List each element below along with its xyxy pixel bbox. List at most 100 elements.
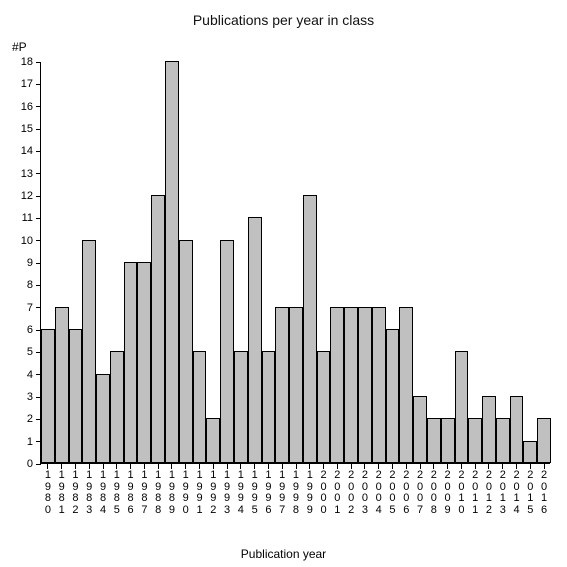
x-tick-label: 1993 xyxy=(220,470,234,516)
x-tick-label: 2015 xyxy=(523,470,537,516)
x-tick-label: 1991 xyxy=(193,470,207,516)
bar xyxy=(262,351,276,463)
x-tick-label: 2005 xyxy=(386,470,400,516)
x-tick-label: 2000 xyxy=(317,470,331,516)
x-tick-label: 2013 xyxy=(496,470,510,516)
x-tick-label: 2008 xyxy=(427,470,441,516)
bar xyxy=(220,240,234,463)
y-tick-label: 15 xyxy=(11,123,33,135)
x-tick-label: 1995 xyxy=(248,470,262,516)
y-tick xyxy=(36,129,41,130)
y-tick-label: 13 xyxy=(11,168,33,180)
bar xyxy=(289,307,303,463)
x-tick-label: 1982 xyxy=(69,470,83,516)
bar xyxy=(455,351,469,463)
x-tick-label: 2010 xyxy=(455,470,469,516)
x-tick-label: 2009 xyxy=(441,470,455,516)
x-axis-label: Publication year xyxy=(0,547,567,561)
bar xyxy=(523,441,537,463)
y-tick xyxy=(36,464,41,465)
y-tick-label: 16 xyxy=(11,101,33,113)
bar xyxy=(496,418,510,463)
bar xyxy=(165,61,179,463)
x-tick-label: 2006 xyxy=(399,470,413,516)
publications-chart: Publications per year in class #P 012345… xyxy=(0,0,567,567)
y-tick-label: 9 xyxy=(11,257,33,269)
x-tick-label: 1990 xyxy=(179,470,193,516)
bar xyxy=(248,217,262,463)
bar xyxy=(427,418,441,463)
y-axis-label: #P xyxy=(12,40,27,54)
y-tick-label: 0 xyxy=(11,458,33,470)
chart-title: Publications per year in class xyxy=(0,12,567,28)
x-tick-label: 1981 xyxy=(55,470,69,516)
bar xyxy=(275,307,289,463)
bar xyxy=(234,351,248,463)
y-tick xyxy=(36,285,41,286)
bar xyxy=(386,329,400,463)
y-tick-label: 8 xyxy=(11,279,33,291)
bar xyxy=(41,329,55,463)
bar xyxy=(82,240,96,463)
x-tick-label: 1988 xyxy=(151,470,165,516)
x-tick-label: 2014 xyxy=(510,470,524,516)
y-tick-label: 2 xyxy=(11,413,33,425)
bar xyxy=(441,418,455,463)
bars-container xyxy=(41,62,550,463)
y-tick-label: 18 xyxy=(11,56,33,68)
x-tick-label: 1999 xyxy=(303,470,317,516)
y-tick xyxy=(36,330,41,331)
y-tick xyxy=(36,240,41,241)
y-tick xyxy=(36,419,41,420)
plot-area: 0123456789101112131415161718198019811982… xyxy=(40,62,550,464)
x-tick-label: 1996 xyxy=(262,470,276,516)
y-tick-label: 4 xyxy=(11,369,33,381)
y-tick xyxy=(36,374,41,375)
x-tick-label: 2001 xyxy=(330,470,344,516)
y-tick-label: 10 xyxy=(11,235,33,247)
x-tick-label: 2002 xyxy=(344,470,358,516)
bar xyxy=(55,307,69,463)
bar xyxy=(482,396,496,463)
x-tick-label: 1980 xyxy=(41,470,55,516)
x-tick-label: 2011 xyxy=(468,470,482,516)
bar xyxy=(137,262,151,463)
x-tick-label: 1987 xyxy=(137,470,151,516)
x-tick-label: 1997 xyxy=(275,470,289,516)
y-tick xyxy=(36,441,41,442)
x-tick-label: 2012 xyxy=(482,470,496,516)
y-tick xyxy=(36,151,41,152)
y-tick-label: 7 xyxy=(11,302,33,314)
y-tick xyxy=(36,106,41,107)
y-tick xyxy=(36,218,41,219)
bar xyxy=(110,351,124,463)
x-tick-label: 2004 xyxy=(372,470,386,516)
bar xyxy=(151,195,165,463)
bar xyxy=(510,396,524,463)
y-tick-label: 6 xyxy=(11,324,33,336)
bar xyxy=(206,418,220,463)
y-tick-label: 17 xyxy=(11,78,33,90)
y-tick-label: 11 xyxy=(11,212,33,224)
y-tick xyxy=(36,84,41,85)
y-tick-label: 14 xyxy=(11,145,33,157)
x-tick-label: 2007 xyxy=(413,470,427,516)
y-tick-label: 1 xyxy=(11,436,33,448)
bar xyxy=(399,307,413,463)
bar xyxy=(413,396,427,463)
x-tick-label: 1992 xyxy=(206,470,220,516)
x-tick-label: 1984 xyxy=(96,470,110,516)
bar xyxy=(358,307,372,463)
y-tick xyxy=(36,352,41,353)
bar xyxy=(537,418,551,463)
x-tick-label: 1989 xyxy=(165,470,179,516)
bar xyxy=(179,240,193,463)
x-tick-label: 2016 xyxy=(537,470,551,516)
bar xyxy=(303,195,317,463)
x-tick-label: 1985 xyxy=(110,470,124,516)
bar xyxy=(330,307,344,463)
bar xyxy=(69,329,83,463)
y-tick xyxy=(36,62,41,63)
bar xyxy=(344,307,358,463)
bar xyxy=(124,262,138,463)
